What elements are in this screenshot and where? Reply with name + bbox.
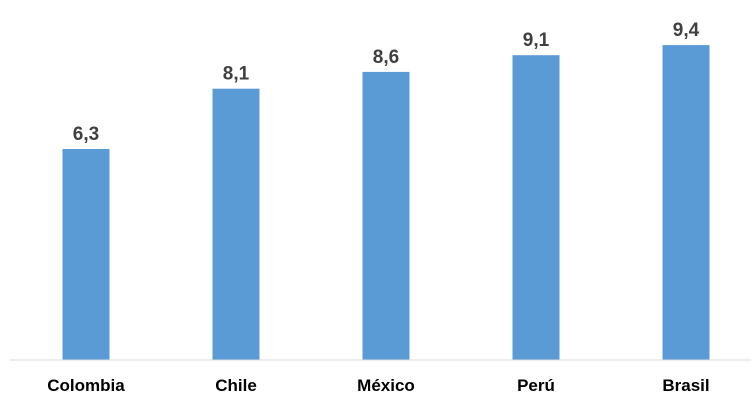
bars-group [62,45,710,361]
category-label-2: México [357,376,415,394]
value-labels-group: 6,3 8,1 8,6 9,1 9,4 [73,20,700,145]
category-label-3: Perú [517,376,555,394]
bar-value-label-2: 8,6 [373,47,399,68]
category-label-0: Colombia [47,376,125,394]
category-labels-group: Colombia Chile México Perú Brasil [47,376,709,394]
bar-3 [512,55,560,360]
category-label-1: Chile [215,376,257,394]
bar-value-label-1: 8,1 [223,64,250,85]
category-label-4: Brasil [662,376,709,394]
bar-0 [62,149,110,360]
bar-1 [212,88,260,360]
bar-4 [662,45,710,360]
bar-2 [362,71,410,361]
bar-value-label-3: 9,1 [523,30,550,51]
bar-value-label-4: 9,4 [673,20,700,41]
bar-value-label-0: 6,3 [73,124,99,145]
